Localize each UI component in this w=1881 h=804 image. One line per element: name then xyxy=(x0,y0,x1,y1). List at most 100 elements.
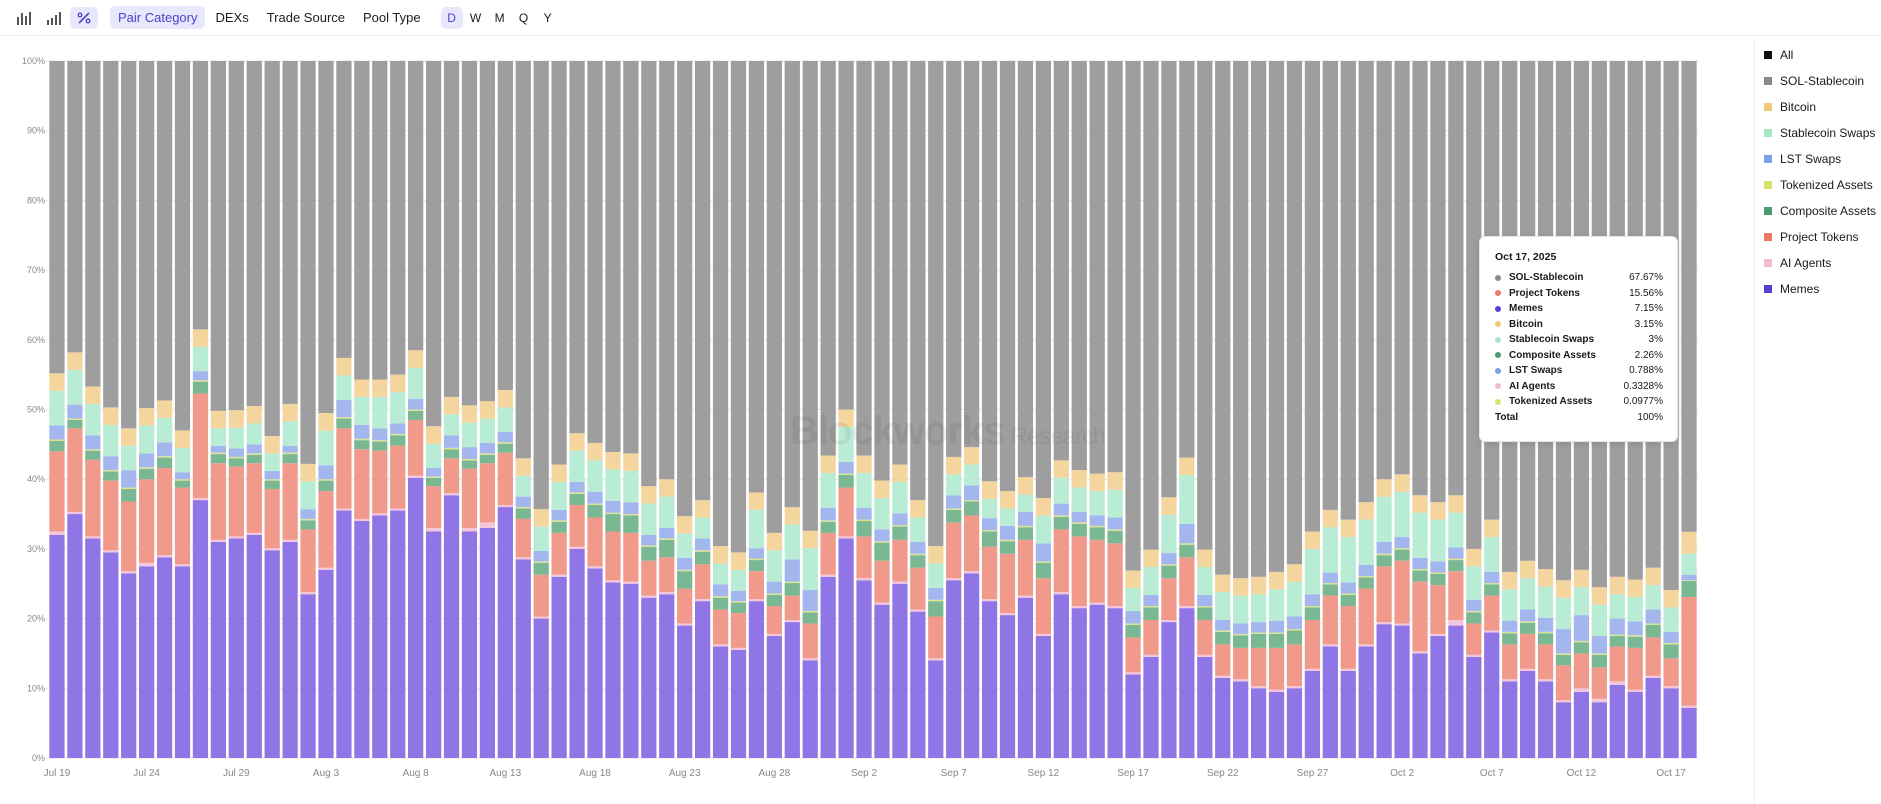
bar-segment-project-tokens[interactable] xyxy=(408,419,424,476)
bar-segment-stablecoin-swaps[interactable] xyxy=(659,496,675,528)
bar-segment-stablecoin-swaps[interactable] xyxy=(1555,597,1572,630)
legend-item-tokenized-assets[interactable]: Tokenized Assets xyxy=(1764,172,1881,198)
bar-segment-tokenized-assets[interactable] xyxy=(192,380,209,382)
bar-segment-sol-stablecoin[interactable] xyxy=(820,61,836,456)
bar-segment-tokenized-assets[interactable] xyxy=(1466,610,1482,613)
bar-segment-composite-assets[interactable] xyxy=(623,515,639,533)
bar-segment-composite-assets[interactable] xyxy=(784,583,800,596)
bar-segment-bitcoin[interactable] xyxy=(1017,477,1034,495)
bar-segment-sol-stablecoin[interactable] xyxy=(659,61,675,480)
bar-segment-tokenized-assets[interactable] xyxy=(67,418,83,420)
bar-segment-project-tokens[interactable] xyxy=(1448,571,1464,620)
bar-segment-ai-agents[interactable] xyxy=(1304,668,1321,671)
bar-segment-bitcoin[interactable] xyxy=(264,435,280,454)
bar-segment-tokenized-assets[interactable] xyxy=(910,553,926,556)
bar-segment-project-tokens[interactable] xyxy=(1197,619,1213,655)
bar-segment-bitcoin[interactable] xyxy=(1358,502,1374,520)
bar-chart-icon[interactable] xyxy=(10,7,38,29)
bar-segment-bitcoin[interactable] xyxy=(1484,519,1500,538)
bar-segment-lst-swaps[interactable] xyxy=(121,470,137,488)
bar-segment-stablecoin-swaps[interactable] xyxy=(121,445,137,471)
bar-segment-memes[interactable] xyxy=(1179,608,1195,758)
bar-segment-stablecoin-swaps[interactable] xyxy=(623,470,639,503)
bar-segment-memes[interactable] xyxy=(372,515,388,758)
bar-segment-memes[interactable] xyxy=(784,622,800,758)
bar-segment-project-tokens[interactable] xyxy=(156,468,173,556)
bar-segment-ai-agents[interactable] xyxy=(67,511,83,515)
bar-segment-sol-stablecoin[interactable] xyxy=(1107,61,1123,473)
bar-segment-ai-agents[interactable] xyxy=(964,571,980,574)
bar-segment-bitcoin[interactable] xyxy=(856,455,872,473)
bar-segment-lst-swaps[interactable] xyxy=(318,465,334,480)
bar-segment-tokenized-assets[interactable] xyxy=(802,610,818,613)
bar-segment-memes[interactable] xyxy=(318,569,334,758)
bar-segment-sol-stablecoin[interactable] xyxy=(892,61,908,465)
bar-segment-memes[interactable] xyxy=(1376,624,1392,758)
bar-segment-composite-assets[interactable] xyxy=(874,542,890,561)
bar-segment-ai-agents[interactable] xyxy=(336,508,352,511)
bar-segment-composite-assets[interactable] xyxy=(1215,631,1231,645)
bar-segment-project-tokens[interactable] xyxy=(67,428,83,512)
bar-segment-bitcoin[interactable] xyxy=(874,480,890,499)
bar-segment-bitcoin[interactable] xyxy=(85,386,101,404)
bar-segment-tokenized-assets[interactable] xyxy=(1609,634,1625,637)
bar-segment-stablecoin-swaps[interactable] xyxy=(1215,592,1231,620)
bar-segment-stablecoin-swaps[interactable] xyxy=(1304,548,1321,595)
bar-segment-memes[interactable] xyxy=(461,531,478,758)
bar-segment-composite-assets[interactable] xyxy=(246,454,262,464)
bar-segment-composite-assets[interactable] xyxy=(1089,527,1105,540)
bar-segment-stablecoin-swaps[interactable] xyxy=(479,418,496,443)
bar-segment-composite-assets[interactable] xyxy=(336,418,352,429)
bar-segment-project-tokens[interactable] xyxy=(1394,560,1410,624)
bar-segment-tokenized-assets[interactable] xyxy=(49,439,65,441)
bar-segment-bitcoin[interactable] xyxy=(228,410,244,428)
bar-segment-composite-assets[interactable] xyxy=(946,509,962,523)
bar-segment-tokenized-assets[interactable] xyxy=(1161,564,1177,566)
bar-segment-project-tokens[interactable] xyxy=(372,450,388,514)
bar-segment-stablecoin-swaps[interactable] xyxy=(533,526,549,551)
bar-segment-tokenized-assets[interactable] xyxy=(1537,631,1554,634)
bar-segment-ai-agents[interactable] xyxy=(515,557,531,560)
bar-segment-lst-swaps[interactable] xyxy=(1358,564,1374,577)
bar-segment-memes[interactable] xyxy=(1322,646,1338,758)
bar-segment-ai-agents[interactable] xyxy=(551,574,567,577)
bar-segment-tokenized-assets[interactable] xyxy=(730,601,747,603)
bar-segment-sol-stablecoin[interactable] xyxy=(174,61,191,431)
bar-segment-memes[interactable] xyxy=(623,583,639,758)
bar-segment-sol-stablecoin[interactable] xyxy=(533,61,549,510)
bar-segment-composite-assets[interactable] xyxy=(408,410,424,420)
bar-segment-composite-assets[interactable] xyxy=(748,560,765,572)
bar-segment-project-tokens[interactable] xyxy=(318,491,334,568)
bar-segment-bitcoin[interactable] xyxy=(1430,502,1446,520)
bar-segment-composite-assets[interactable] xyxy=(1412,570,1428,582)
bar-segment-composite-assets[interactable] xyxy=(1304,607,1321,620)
bar-segment-lst-swaps[interactable] xyxy=(1304,594,1321,607)
bar-segment-tokenized-assets[interactable] xyxy=(1340,593,1356,595)
bar-segment-bitcoin[interactable] xyxy=(1466,548,1482,567)
bar-segment-composite-assets[interactable] xyxy=(479,454,496,464)
bar-segment-composite-assets[interactable] xyxy=(1430,573,1446,586)
bar-segment-lst-swaps[interactable] xyxy=(1340,582,1356,594)
bar-segment-lst-swaps[interactable] xyxy=(766,581,782,594)
legend-item-all[interactable]: All xyxy=(1764,42,1881,68)
bar-segment-project-tokens[interactable] xyxy=(1573,653,1590,689)
bar-segment-bitcoin[interactable] xyxy=(1573,569,1590,588)
bar-segment-stablecoin-swaps[interactable] xyxy=(443,414,460,436)
bar-segment-lst-swaps[interactable] xyxy=(300,509,316,519)
bar-segment-sol-stablecoin[interactable] xyxy=(730,61,747,553)
bar-segment-lst-swaps[interactable] xyxy=(1017,511,1034,526)
bar-segment-tokenized-assets[interactable] xyxy=(1107,529,1123,531)
bar-segment-memes[interactable] xyxy=(515,559,531,758)
bar-segment-bitcoin[interactable] xyxy=(838,409,854,427)
bar-segment-ai-agents[interactable] xyxy=(605,580,621,583)
bar-segment-bitcoin[interactable] xyxy=(461,405,478,423)
bar-segment-lst-swaps[interactable] xyxy=(443,435,460,448)
bar-segment-memes[interactable] xyxy=(1107,608,1123,758)
bar-segment-project-tokens[interactable] xyxy=(300,529,316,593)
bar-segment-composite-assets[interactable] xyxy=(1466,612,1482,624)
bar-segment-tokenized-assets[interactable] xyxy=(354,438,370,441)
bar-segment-lst-swaps[interactable] xyxy=(623,502,639,515)
bar-segment-ai-agents[interactable] xyxy=(1268,689,1285,692)
bar-segment-bitcoin[interactable] xyxy=(659,479,675,497)
bar-segment-tokenized-assets[interactable] xyxy=(1322,583,1338,585)
